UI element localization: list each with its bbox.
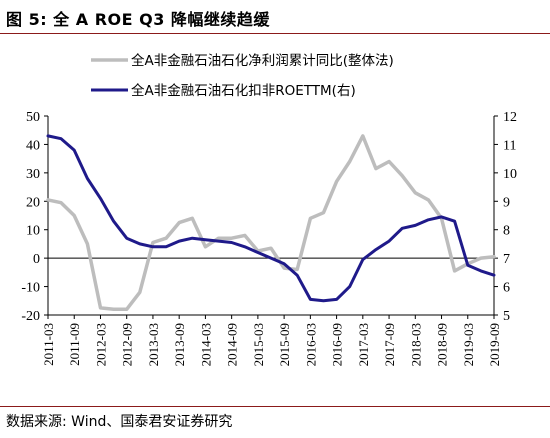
series-line-2 bbox=[46, 134, 496, 303]
title-divider bbox=[0, 33, 550, 34]
y-right-tick-label: 5 bbox=[503, 309, 510, 324]
x-tick-label: 2011-03 bbox=[41, 323, 56, 366]
x-tick-label: 2018-09 bbox=[435, 323, 450, 366]
x-tick-label: 2011-09 bbox=[67, 323, 82, 366]
x-tick-label: 2013-03 bbox=[146, 323, 161, 366]
y-left-tick-label: 10 bbox=[26, 224, 40, 239]
y-left-tick-label: 30 bbox=[26, 167, 40, 182]
y-right-tick-label: 6 bbox=[503, 281, 510, 296]
chart-area: -20 -10 0 10 20 30 40 50 5 6 7 8 9 10 11 12 2011-03 2011-… bbox=[0, 34, 550, 406]
x-tick-label: 2016-09 bbox=[330, 323, 345, 366]
y-right-tick-label: 12 bbox=[503, 110, 517, 125]
x-tick-label: 2013-09 bbox=[172, 323, 187, 366]
x-tick-label: 2019-03 bbox=[461, 323, 476, 366]
line-chart: -20 -10 0 10 20 30 40 50 5 6 7 8 9 10 11 12 2011-03 2011-… bbox=[21, 52, 517, 366]
x-tick-label: 2015-03 bbox=[251, 323, 266, 366]
source-note: 数据来源: Wind、国泰君安证券研究 bbox=[6, 414, 233, 430]
x-tick-label: 2017-03 bbox=[356, 323, 371, 366]
x-tick-label: 2018-03 bbox=[408, 323, 423, 366]
y-right-tick-label: 8 bbox=[503, 224, 510, 239]
x-tick-label: 2012-03 bbox=[93, 323, 108, 366]
y-left-tick-label: 50 bbox=[26, 110, 40, 125]
chart-title: 图 5: 全 A ROE Q3 降幅继续趋缓 bbox=[6, 10, 270, 29]
y-left-tick-label: 20 bbox=[26, 195, 40, 210]
x-tick-label: 2017-09 bbox=[382, 323, 397, 366]
title-bar: 图 5: 全 A ROE Q3 降幅继续趋缓 bbox=[0, 0, 550, 32]
x-tick-label: 2015-09 bbox=[277, 323, 292, 366]
y-right-tick-label: 10 bbox=[503, 167, 517, 182]
y-left-tick-label: -20 bbox=[21, 309, 40, 324]
x-tick-label: 2016-03 bbox=[303, 323, 318, 366]
y-left-tick-label: 0 bbox=[33, 252, 40, 267]
legend-label-1: 全A非金融石油石化净利润累计同比(整体法) bbox=[131, 52, 394, 69]
y-left-tick-label: 40 bbox=[26, 138, 40, 153]
x-tick-label: 2019-09 bbox=[487, 323, 502, 366]
y-right-tick-label: 7 bbox=[503, 252, 510, 267]
series-line-1 bbox=[46, 134, 496, 312]
y-right-tick-label: 9 bbox=[503, 195, 510, 210]
y-right-tick-label: 11 bbox=[503, 138, 516, 153]
x-tick-label: 2014-09 bbox=[225, 323, 240, 366]
source-divider bbox=[0, 406, 550, 407]
x-tick-label: 2012-09 bbox=[120, 323, 135, 366]
x-tick-label: 2014-03 bbox=[198, 323, 213, 366]
y-left-tick-label: -10 bbox=[21, 281, 40, 296]
legend-label-2: 全A非金融石油石化扣非ROETTM(右) bbox=[131, 82, 356, 99]
